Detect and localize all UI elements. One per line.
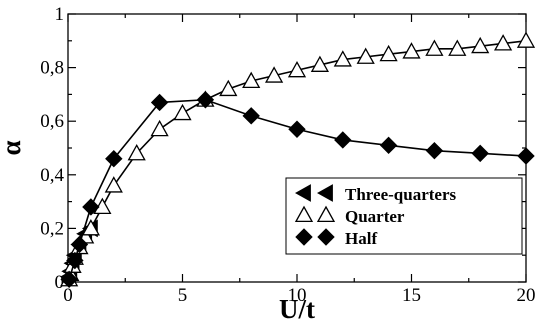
legend-marker <box>316 184 333 202</box>
legend-markers <box>294 184 336 246</box>
x-tick-label: 20 <box>517 285 536 306</box>
x-tick-label: 0 <box>63 285 73 306</box>
legend-label-half: Half <box>345 229 377 248</box>
x-tick-label: 10 <box>288 285 307 306</box>
x-axis-label: U/t <box>279 294 315 323</box>
data-point <box>196 91 215 109</box>
y-tick-label: 0,4 <box>40 165 64 186</box>
data-point <box>127 144 146 161</box>
tick-labels: 0 5 10 15 20 0 0,2 0,4 0,6 0,8 1 <box>40 4 535 306</box>
data-point <box>105 150 123 168</box>
data-point <box>333 50 352 67</box>
data-point <box>287 60 307 78</box>
data-point <box>425 141 444 160</box>
data-point <box>173 103 192 121</box>
data-point <box>81 219 101 236</box>
data-point <box>150 93 169 112</box>
legend-marker <box>294 184 311 202</box>
data-point <box>402 42 421 59</box>
data-point <box>82 198 100 216</box>
data-point <box>104 176 123 193</box>
data-point <box>471 144 489 163</box>
x-tick-label: 15 <box>402 285 421 306</box>
legend: Three-quarters Quarter Half <box>285 177 523 255</box>
legend-marker <box>294 205 314 223</box>
data-point <box>242 71 261 89</box>
legend-label-three-quarters: Three-quarters <box>345 185 456 204</box>
data-point <box>379 136 398 155</box>
data-point <box>379 44 398 62</box>
legend-marker <box>316 205 336 223</box>
data-point <box>288 120 306 138</box>
y-axis-label: α <box>0 140 26 155</box>
data-point <box>471 36 490 54</box>
data-point <box>334 131 352 149</box>
legend-marker <box>295 228 313 246</box>
data-point <box>219 79 238 97</box>
data-point <box>425 39 444 56</box>
series-diamond <box>60 91 535 289</box>
data-point <box>448 39 467 56</box>
y-tick-label: 0,2 <box>40 218 64 239</box>
data-point <box>70 235 89 254</box>
data-point <box>310 55 330 72</box>
data-point <box>517 147 535 165</box>
y-tick-label: 0 <box>55 272 65 293</box>
y-tick-label: 0,8 <box>40 58 64 79</box>
y-tick-label: 0,6 <box>40 111 64 132</box>
y-tick-label: 1 <box>55 4 65 25</box>
data-point <box>150 119 169 137</box>
legend-marker <box>317 228 335 246</box>
data-point <box>516 31 536 48</box>
data-point <box>66 251 84 270</box>
data-point <box>264 66 284 83</box>
series-layer <box>60 31 536 289</box>
data-point <box>60 270 78 289</box>
data-point <box>242 107 260 125</box>
data-point <box>356 47 375 64</box>
data-point <box>493 34 513 51</box>
legend-label-quarter: Quarter <box>345 207 405 226</box>
x-tick-label: 5 <box>178 285 188 306</box>
